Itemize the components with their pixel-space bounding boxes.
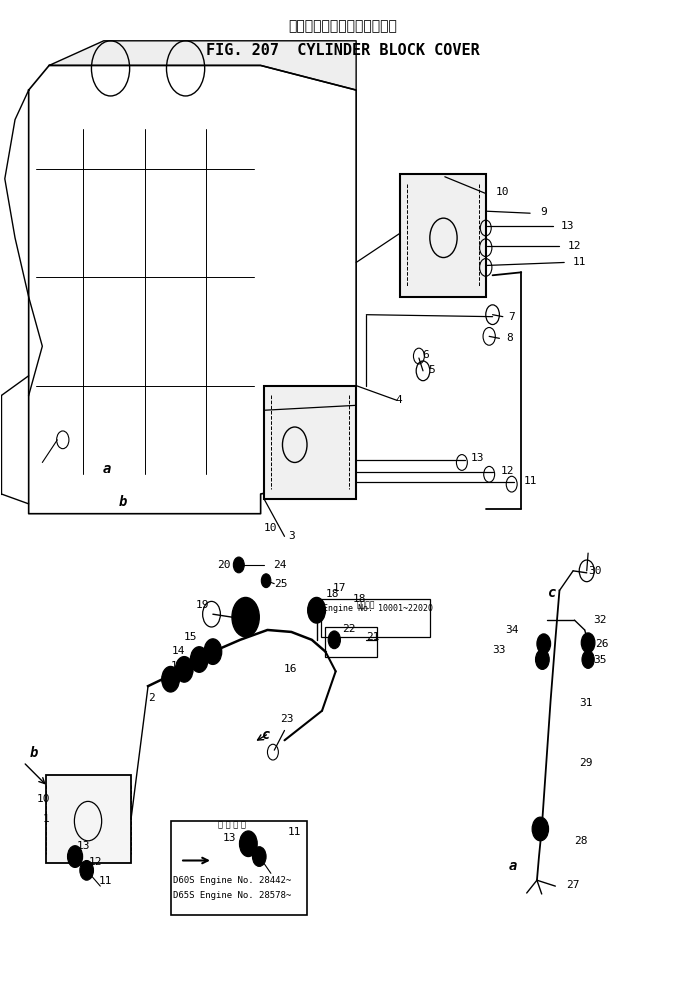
Text: 適用番号: 適用番号 xyxy=(356,601,375,610)
Text: 11: 11 xyxy=(99,876,112,886)
Text: 15: 15 xyxy=(171,661,184,672)
Text: 4: 4 xyxy=(395,395,402,405)
Text: Engine No. 10001~22020: Engine No. 10001~22020 xyxy=(323,605,434,614)
Text: 33: 33 xyxy=(493,644,506,655)
Text: 6: 6 xyxy=(423,350,429,360)
Circle shape xyxy=(532,817,549,841)
Text: 11: 11 xyxy=(523,476,537,486)
Bar xyxy=(171,821,307,915)
Circle shape xyxy=(232,598,259,637)
Text: 13: 13 xyxy=(77,841,90,851)
Circle shape xyxy=(308,598,325,623)
Text: b: b xyxy=(29,746,38,760)
Polygon shape xyxy=(49,41,356,90)
Circle shape xyxy=(537,634,551,654)
Text: 10: 10 xyxy=(37,794,51,804)
Text: 21: 21 xyxy=(366,632,380,642)
Text: 13: 13 xyxy=(561,221,575,231)
Text: 30: 30 xyxy=(588,566,601,576)
Text: 18: 18 xyxy=(353,595,366,605)
Text: 14: 14 xyxy=(172,645,186,656)
Bar xyxy=(325,627,377,657)
Text: 12: 12 xyxy=(568,241,581,251)
Circle shape xyxy=(68,846,83,867)
Circle shape xyxy=(261,574,271,588)
Text: c: c xyxy=(262,728,271,742)
Text: 35: 35 xyxy=(594,654,607,665)
Circle shape xyxy=(328,631,340,649)
Text: FIG. 207  CYLINDER BLOCK COVER: FIG. 207 CYLINDER BLOCK COVER xyxy=(206,42,480,57)
Text: 11: 11 xyxy=(573,258,586,268)
Circle shape xyxy=(582,633,595,653)
Text: 28: 28 xyxy=(575,836,588,846)
Text: 2: 2 xyxy=(148,693,155,702)
Text: D60S Engine No. 28442~: D60S Engine No. 28442~ xyxy=(173,876,292,885)
Circle shape xyxy=(253,847,266,866)
Text: 20: 20 xyxy=(217,560,231,570)
Circle shape xyxy=(582,651,595,669)
Circle shape xyxy=(190,647,208,672)
Text: 5: 5 xyxy=(428,365,434,374)
Text: 18: 18 xyxy=(325,590,339,600)
Text: 13: 13 xyxy=(471,453,484,462)
Text: 8: 8 xyxy=(506,333,513,344)
Text: 10: 10 xyxy=(264,524,277,534)
Text: 3: 3 xyxy=(288,532,295,541)
Text: シリンダ　ブロック　カバー: シリンダ ブロック カバー xyxy=(288,19,397,34)
Text: 9: 9 xyxy=(540,207,547,217)
Text: 適 用 番 号: 適 用 番 号 xyxy=(218,820,245,829)
Bar xyxy=(321,600,429,637)
Text: 16: 16 xyxy=(283,664,297,675)
Text: 15: 15 xyxy=(184,632,197,642)
Circle shape xyxy=(240,831,258,857)
Circle shape xyxy=(175,657,193,682)
Text: c: c xyxy=(549,586,557,600)
Text: 27: 27 xyxy=(566,880,579,890)
Text: 34: 34 xyxy=(505,625,519,635)
Circle shape xyxy=(204,639,222,665)
Text: 12: 12 xyxy=(89,858,102,867)
Text: 12: 12 xyxy=(501,466,514,476)
Text: 26: 26 xyxy=(595,639,608,649)
Text: 17: 17 xyxy=(332,583,346,593)
Text: 24: 24 xyxy=(273,560,286,570)
Circle shape xyxy=(536,650,549,669)
Text: 1: 1 xyxy=(42,814,49,824)
Text: 19: 19 xyxy=(196,601,210,611)
Text: b: b xyxy=(119,495,127,509)
Text: 23: 23 xyxy=(279,713,293,723)
Polygon shape xyxy=(29,65,356,514)
Circle shape xyxy=(162,667,179,692)
Bar xyxy=(401,174,486,297)
Text: D65S Engine No. 28578~: D65S Engine No. 28578~ xyxy=(173,891,292,900)
Circle shape xyxy=(234,557,245,573)
Text: a: a xyxy=(509,860,517,873)
Bar xyxy=(46,775,131,864)
Text: 13: 13 xyxy=(223,833,236,843)
Bar xyxy=(264,385,356,499)
Text: a: a xyxy=(103,462,112,476)
Text: 25: 25 xyxy=(275,579,288,589)
Text: 7: 7 xyxy=(508,311,515,322)
Text: 32: 32 xyxy=(594,616,607,625)
Text: 10: 10 xyxy=(496,187,510,197)
Circle shape xyxy=(80,861,93,880)
Text: 22: 22 xyxy=(342,624,356,634)
Text: 29: 29 xyxy=(580,758,593,768)
Text: 31: 31 xyxy=(580,698,593,707)
Text: 11: 11 xyxy=(288,827,301,837)
